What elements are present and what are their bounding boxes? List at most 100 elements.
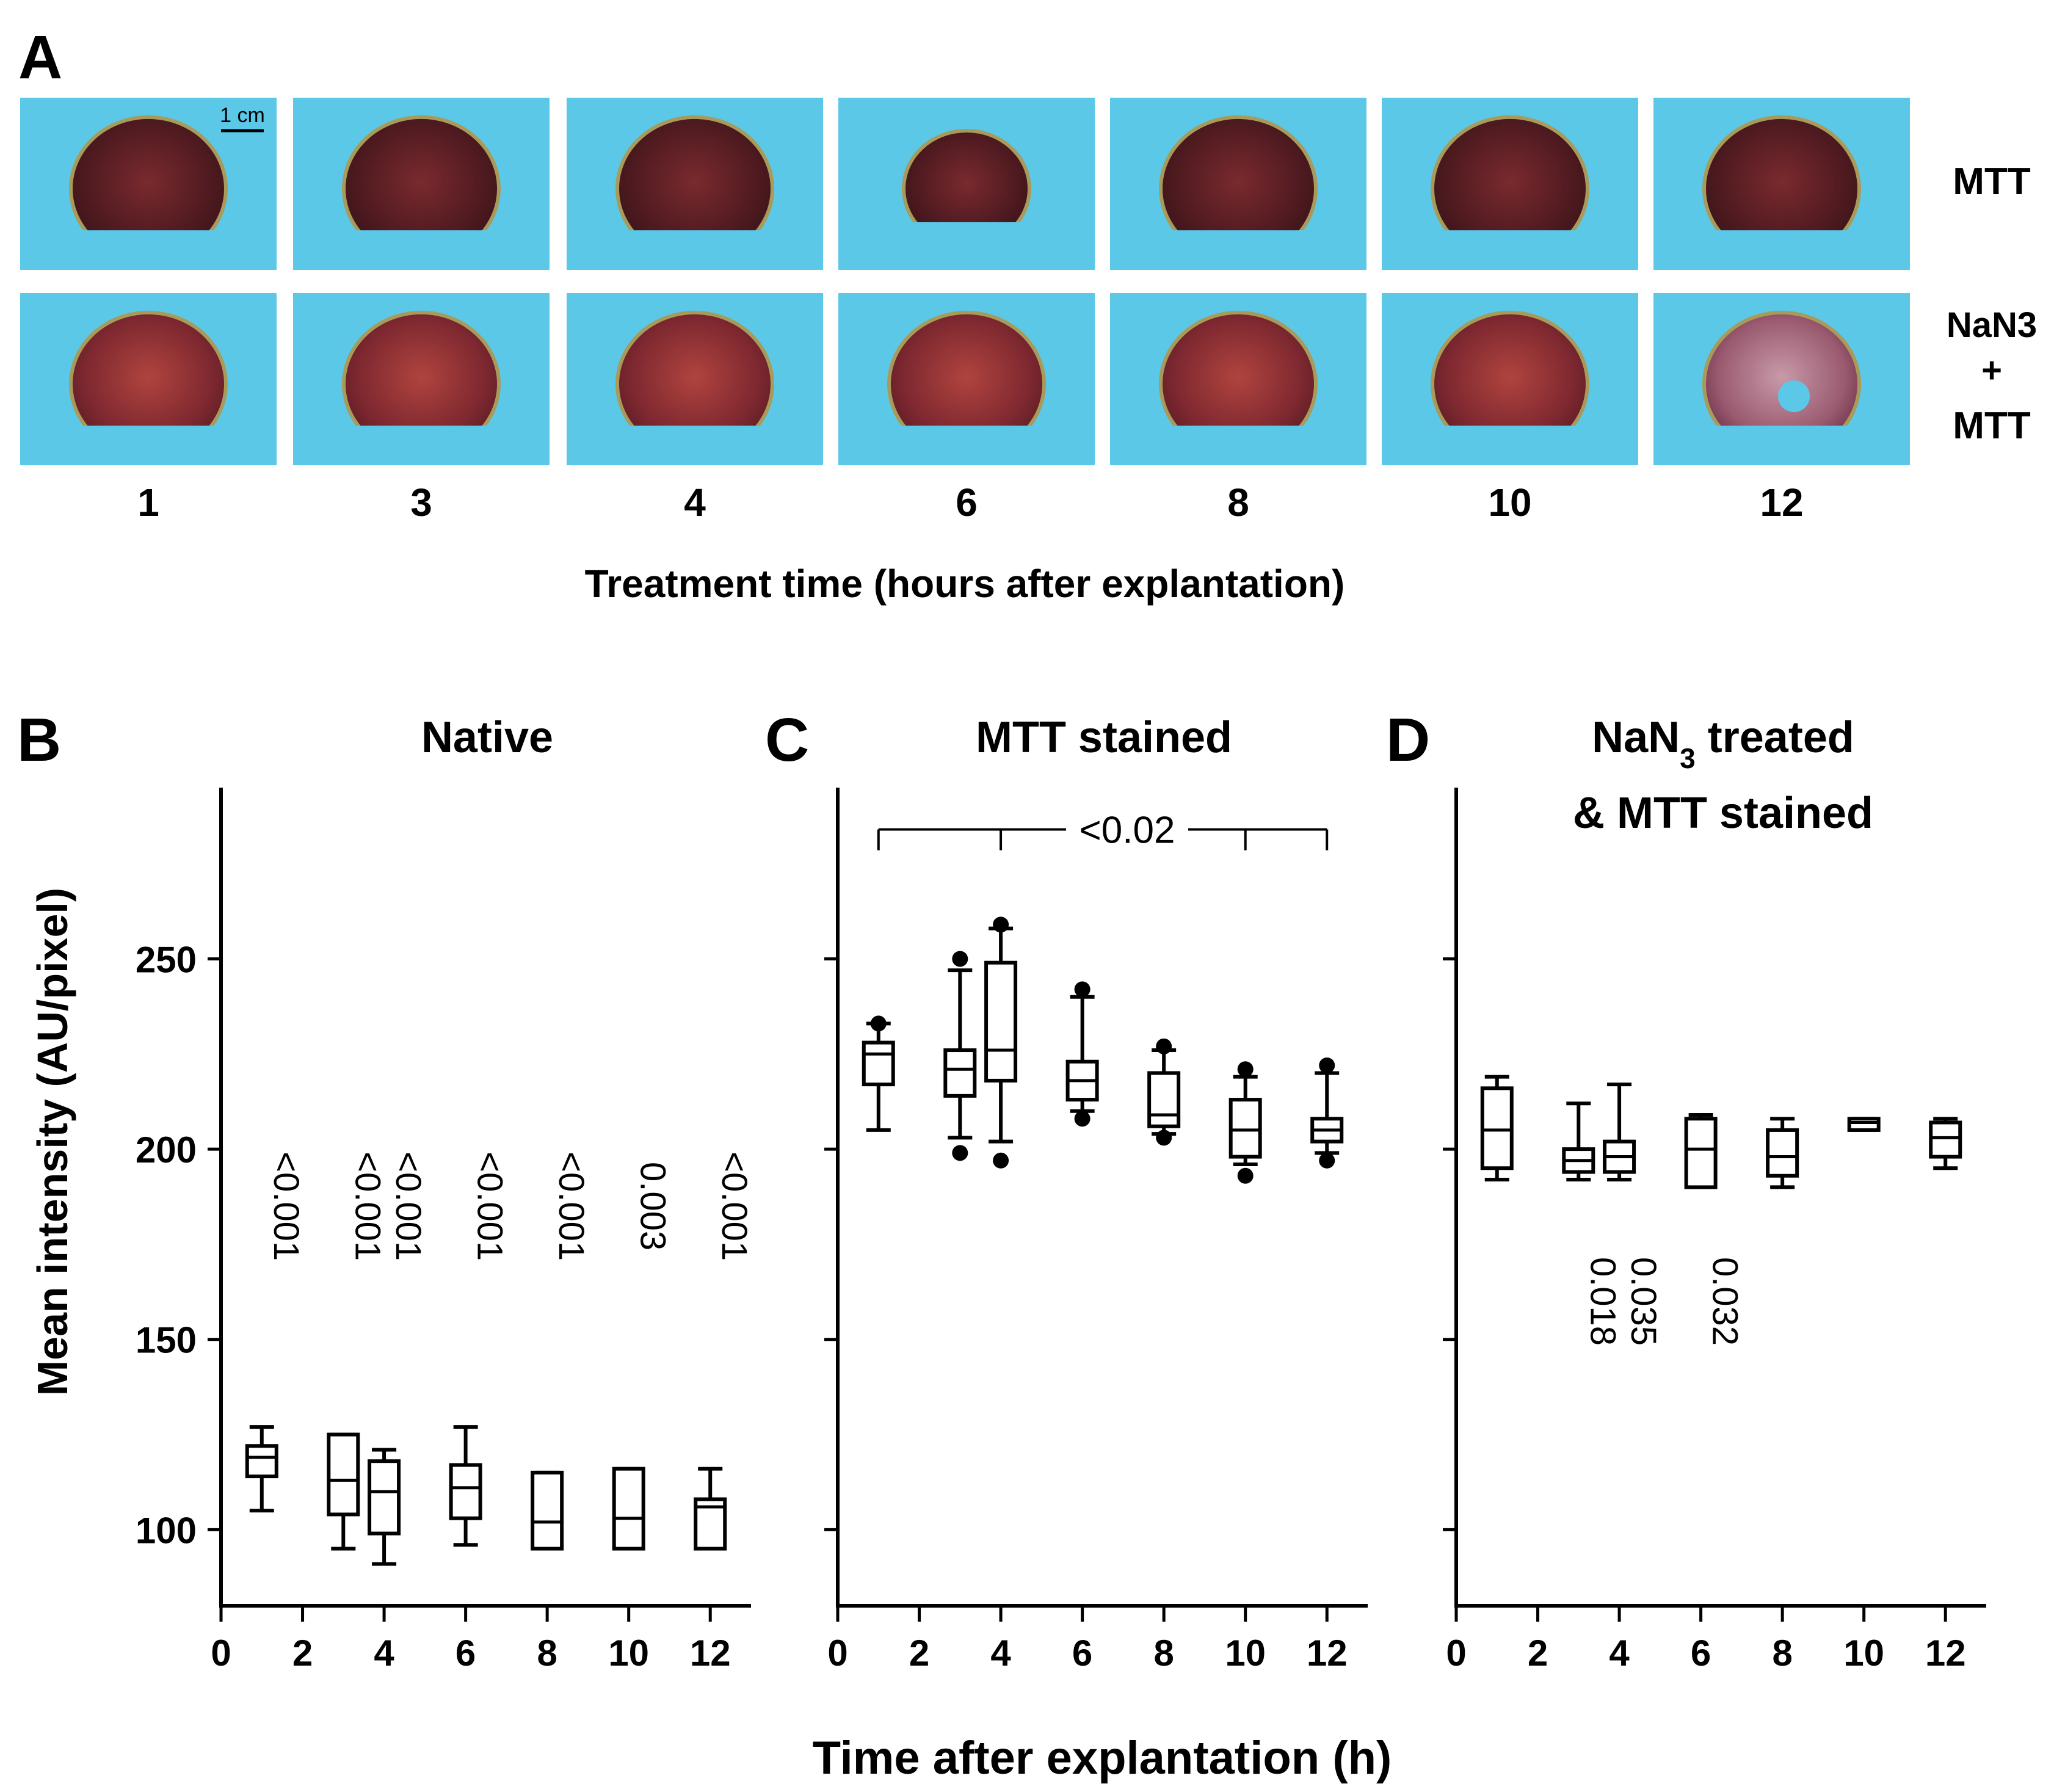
p-value-annotation: 0.018 <box>1583 1257 1622 1346</box>
x-tick-label: 12 <box>1925 1633 1966 1674</box>
box-plot <box>1065 981 1099 1127</box>
x-tick-label: 10 <box>1225 1633 1266 1674</box>
specimen-photo <box>20 98 277 270</box>
tissue-section <box>619 314 771 454</box>
y-tick-label: 100 <box>136 1510 197 1551</box>
x-tick-label: 8 <box>1153 1633 1174 1674</box>
cut-edge <box>1653 230 1910 270</box>
panel-letter: B <box>17 706 61 774</box>
box-plot <box>1480 1075 1514 1181</box>
x-tick-label: 6 <box>1691 1633 1711 1674</box>
tissue-section <box>1706 314 1857 454</box>
chart-title: NaN3 treated <box>1592 713 1854 774</box>
tissue-section <box>1163 314 1314 454</box>
cut-edge <box>1653 426 1910 465</box>
p-value-annotation: <0.001 <box>388 1152 428 1261</box>
cut-edge <box>293 230 550 270</box>
row-label-mtt: MTT <box>1953 161 2031 203</box>
x-tick-label: 2 <box>909 1633 929 1674</box>
y-axis-title: Mean intensity (AU/pixel) <box>29 888 76 1396</box>
y-tick-label: 200 <box>136 1130 197 1170</box>
tissue-section <box>905 132 1028 245</box>
p-value-annotation: 0.003 <box>633 1162 673 1250</box>
outlier-point <box>1156 1130 1172 1146</box>
box-plot <box>1684 1113 1718 1189</box>
box <box>245 1444 278 1479</box>
specimen-photo <box>567 293 823 465</box>
chart-panel: D NaN3 treated & MTT stained 0 2 4 6 8 10 12 0.018… <box>1386 706 1986 1674</box>
specimen-photo <box>293 293 550 465</box>
specimen-photo <box>838 293 1095 465</box>
specimen-photo <box>20 293 277 465</box>
cut-edge <box>1110 426 1366 465</box>
time-label: 10 <box>1488 481 1531 524</box>
outlier-point <box>993 1152 1009 1169</box>
x-tick-label: 8 <box>1772 1633 1792 1674</box>
box <box>612 1467 645 1551</box>
chart-title: MTT stained <box>976 713 1232 762</box>
box <box>1847 1117 1881 1132</box>
box-plot <box>612 1467 645 1551</box>
time-label: 12 <box>1760 481 1803 524</box>
box-plot <box>1603 1083 1636 1181</box>
box <box>1684 1117 1718 1189</box>
tissue-section <box>1434 118 1586 259</box>
box <box>984 960 1018 1083</box>
cut-edge <box>1110 230 1366 270</box>
panel-letter: D <box>1386 706 1430 774</box>
x-tick-label: 2 <box>1528 1633 1548 1674</box>
x-tick-label: 4 <box>990 1633 1011 1674</box>
row-label-nan3: NaN3 <box>1947 305 2037 345</box>
tissue-section <box>1434 314 1586 454</box>
box <box>449 1463 482 1520</box>
box-plot <box>449 1425 482 1547</box>
box <box>862 1040 895 1087</box>
specimen-photo <box>1382 293 1638 465</box>
p-value-annotation: 0.032 <box>1705 1257 1745 1346</box>
cut-edge <box>838 426 1095 465</box>
x-tick-label: 4 <box>374 1633 394 1674</box>
p-value-annotation: <0.001 <box>551 1152 591 1261</box>
cut-edge <box>838 222 1095 270</box>
x-tick-label: 10 <box>1843 1633 1884 1674</box>
cut-edge <box>20 426 277 465</box>
box-plot <box>943 951 977 1161</box>
time-label: 1 <box>137 481 159 524</box>
x-tick-label: 6 <box>1072 1633 1092 1674</box>
x-tick-label: 2 <box>292 1633 313 1674</box>
chart-title-line2: & MTT stained <box>1573 789 1873 838</box>
panel-letter: C <box>765 706 809 774</box>
cut-edge <box>567 426 823 465</box>
cut-edge <box>293 426 550 465</box>
tissue-section <box>73 314 224 454</box>
cut-edge <box>1382 230 1638 270</box>
x-tick-label: 0 <box>211 1633 231 1674</box>
specimen-photo <box>1110 98 1366 270</box>
chart-title: Native <box>421 713 553 762</box>
outlier-point <box>1237 1061 1254 1078</box>
cut-edge <box>1382 426 1638 465</box>
specimen-photo <box>567 98 823 270</box>
box <box>1228 1098 1262 1159</box>
bracket-label: <0.02 <box>1080 810 1175 852</box>
box <box>1929 1120 1962 1159</box>
box-plot <box>245 1425 278 1513</box>
p-value-annotation: <0.001 <box>470 1152 510 1261</box>
box-plot <box>694 1467 727 1551</box>
outlier-point <box>1156 1038 1172 1054</box>
box-plot <box>1562 1101 1595 1181</box>
outlier-point <box>993 916 1009 933</box>
specimen-photo <box>1653 293 1910 465</box>
box <box>368 1459 401 1536</box>
cut-edge <box>20 230 277 270</box>
cut-edge <box>567 230 823 270</box>
x-tick-label: 6 <box>455 1633 476 1674</box>
time-label: 8 <box>1227 481 1249 524</box>
specimen-photo <box>1110 293 1366 465</box>
x-tick-label: 4 <box>1609 1633 1630 1674</box>
specimen-photo <box>1382 98 1638 270</box>
significance-bracket: <0.02 <box>877 810 1329 852</box>
box-plot <box>327 1432 360 1551</box>
box-plot <box>1847 1117 1881 1132</box>
